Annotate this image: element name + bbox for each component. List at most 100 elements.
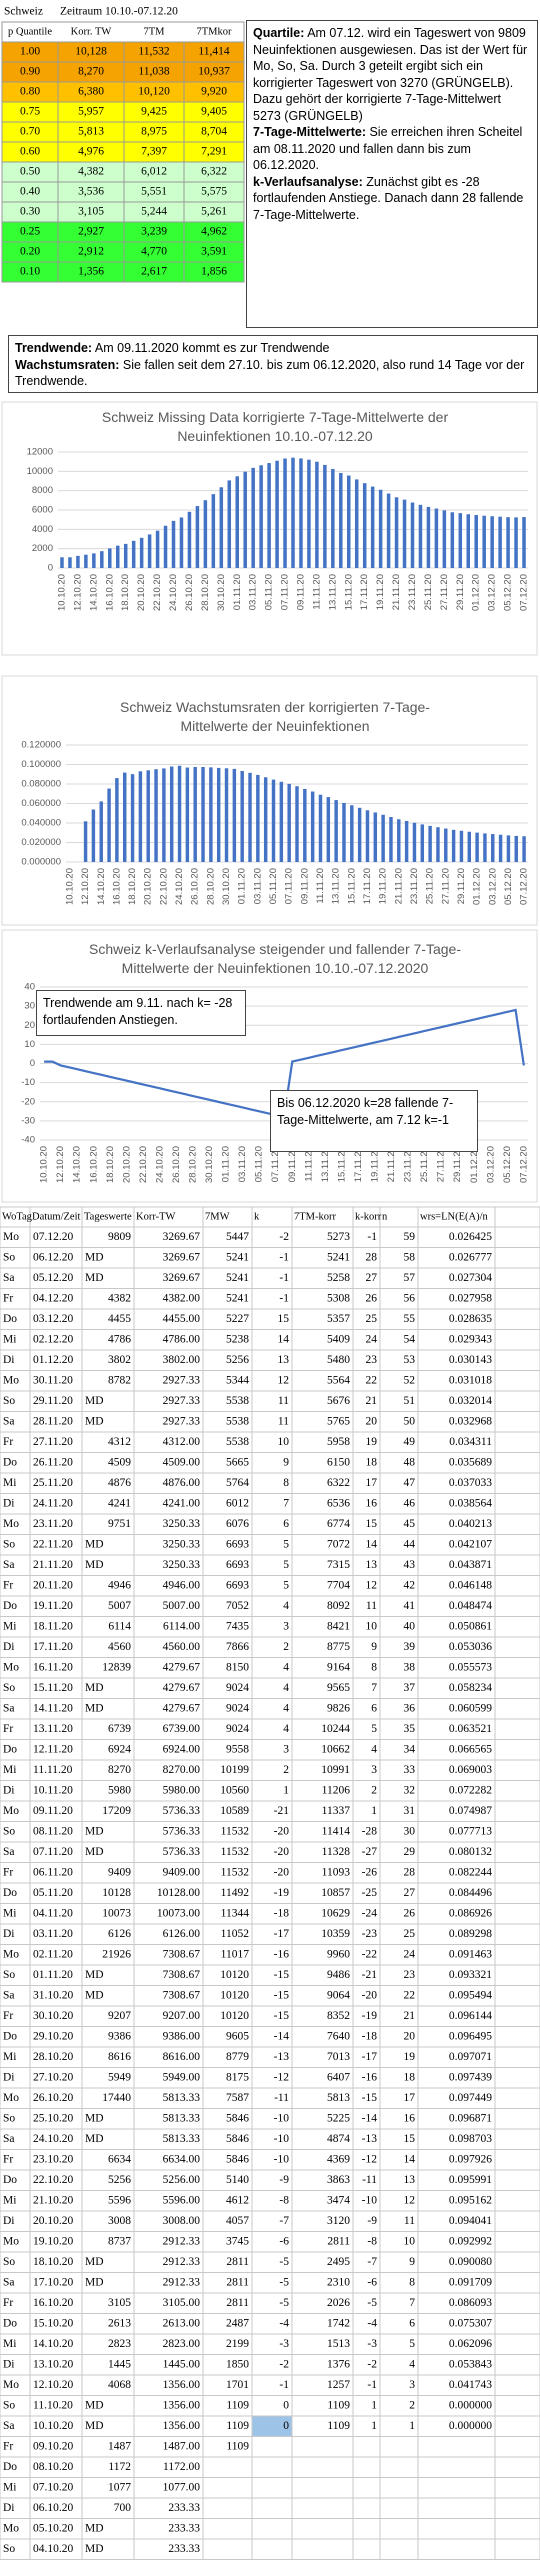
table-cell: 2: [409, 2399, 415, 2411]
bar: [76, 555, 80, 568]
table-cell: -1: [279, 2379, 289, 2391]
note-label: 7-Tage-Mittelwerte:: [253, 125, 366, 139]
bar: [123, 543, 128, 568]
quantile-cell: 3,239: [141, 226, 167, 238]
table-cell: 4369: [327, 2153, 350, 2165]
table-cell: Fr: [3, 2440, 13, 2452]
table-cell: 0.034311: [449, 1436, 492, 1448]
table-cell: 1487: [108, 2440, 131, 2452]
x-tick-label: 23.11.20: [409, 868, 420, 904]
table-cell: 0.086093: [449, 2297, 492, 2309]
table-cell: Do: [3, 2174, 17, 2186]
table-cell: 12: [366, 1579, 378, 1591]
bar: [362, 483, 367, 568]
table-cell: 0.097071: [449, 2051, 492, 2063]
note-label: k-Verlaufsanalyse:: [253, 174, 363, 189]
table-cell: 05.10.20: [33, 2522, 74, 2534]
x-tick-label: 20.10.20: [121, 1146, 132, 1183]
x-tick-label: 05.11.20: [268, 868, 279, 904]
x-tick-label: 21.11.20: [391, 574, 402, 610]
bar: [451, 829, 456, 862]
quantile-cell: 0.75: [20, 106, 40, 118]
table-cell: 4279.67: [163, 1661, 201, 1673]
table-cell: 0.095162: [449, 2194, 492, 2206]
table-cell: 54: [404, 1333, 416, 1345]
table-cell: 5846: [226, 2133, 249, 2145]
table-cell: 0.046148: [449, 1579, 492, 1591]
table-cell: 17440: [102, 2092, 131, 2104]
table-cell: 42: [404, 1579, 416, 1591]
table-cell: 2927.33: [163, 1415, 201, 1427]
table-cell: 4455: [108, 1313, 131, 1325]
table-cell: 08.11.20: [33, 1825, 73, 1837]
table-cell: 3105.00: [163, 2297, 201, 2309]
bar: [187, 511, 192, 568]
bar: [498, 834, 503, 862]
bar: [482, 515, 486, 568]
table-cell: -15: [274, 1989, 290, 2001]
x-tick-label: 03.12.20: [485, 1146, 496, 1183]
table-cell: 25: [366, 1313, 378, 1325]
y-tick-label: 8000: [32, 485, 53, 496]
table-cell: 7866: [226, 1641, 249, 1653]
bar: [318, 794, 323, 862]
x-tick-label: 10.10.20: [39, 1146, 50, 1183]
quantile-cell: 5,261: [201, 206, 227, 218]
trend-box: Trendwende: Am 09.11.2020 kommt es zur T…: [8, 335, 538, 393]
table-cell: 3269.67: [163, 1272, 201, 1284]
table-cell: 24.10.20: [33, 2133, 74, 2145]
table-cell: 01.12.20: [33, 1354, 74, 1366]
table-cell: 3802.00: [163, 1354, 201, 1366]
x-tick-label: 07.11.20: [280, 574, 291, 610]
x-tick-label: 23.11.20: [403, 1146, 414, 1182]
bar: [310, 791, 315, 862]
table-cell: 30.11.20: [33, 1374, 73, 1386]
table-cell: 07.11.20: [33, 1846, 73, 1858]
table-cell: Mi: [3, 2051, 16, 2063]
table-cell: 0.066565: [449, 1743, 492, 1755]
x-tick-label: 14.10.20: [88, 574, 99, 611]
table-cell: 10: [404, 2235, 416, 2247]
x-tick-label: 29.11.20: [452, 1146, 463, 1182]
quantile-cell: 0.80: [20, 86, 40, 98]
x-tick-label: 03.11.20: [252, 868, 263, 904]
table-cell: 07.10.20: [33, 2481, 74, 2493]
table-cell: 4382.00: [163, 1292, 201, 1304]
bar: [381, 814, 385, 862]
table-cell: -19: [362, 2010, 378, 2022]
column-header: p Quantile: [8, 26, 52, 37]
table-cell: 233.33: [168, 2522, 200, 2534]
table-cell: 41: [404, 1600, 416, 1612]
quantile-cell: 1.00: [20, 46, 40, 58]
table-cell: 04.12.20: [33, 1292, 74, 1304]
table-cell: Di: [3, 2215, 15, 2227]
table-cell: 4509.00: [163, 1456, 201, 1468]
table-cell: 0.027304: [449, 1272, 492, 1284]
table-cell: -22: [362, 1948, 378, 1960]
quantile-cell: 6,380: [78, 86, 104, 98]
table-cell: 28.10.20: [33, 2051, 74, 2063]
table-cell: 10199: [220, 1764, 249, 1776]
table-cell: Sa: [3, 1846, 15, 1858]
x-tick-label: 30.10.20: [221, 868, 232, 905]
table-cell: 6693: [226, 1559, 249, 1571]
column-header: 7TM-korr: [294, 1211, 336, 1222]
table-cell: Mo: [3, 1805, 19, 1817]
table-cell: 1356.00: [163, 2399, 201, 2411]
table-cell: 58: [404, 1251, 416, 1263]
x-tick-label: 14.10.20: [96, 868, 107, 905]
x-tick-label: 09.11.20: [295, 574, 306, 610]
bar: [394, 497, 399, 568]
bar: [283, 458, 287, 568]
table-cell: 8737: [108, 2235, 131, 2247]
annotation: Bis 06.12.2020 k=28 fallende 7-Tage-Mitt…: [270, 1090, 478, 1152]
table-cell: 19: [366, 1436, 378, 1448]
table-cell: 9565: [327, 1682, 350, 1694]
quantile-cell: 0.40: [20, 186, 40, 198]
table-cell: 2927.33: [163, 1374, 201, 1386]
table-cell: 11093: [322, 1866, 351, 1878]
bar: [193, 766, 197, 862]
x-tick-label: 01.12.20: [469, 1146, 480, 1183]
table-cell: 7308.67: [163, 1948, 201, 1960]
table-cell: 4786.00: [163, 1333, 201, 1345]
